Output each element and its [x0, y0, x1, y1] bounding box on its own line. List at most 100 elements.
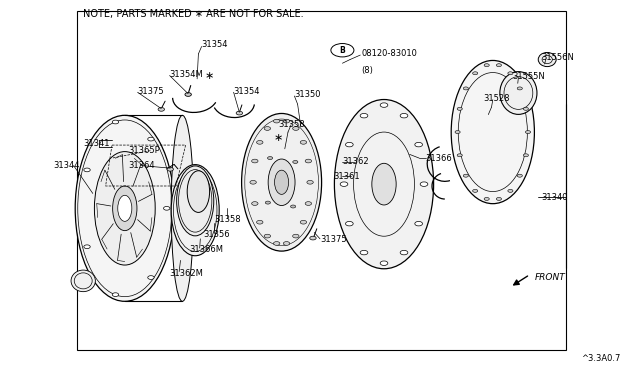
Circle shape	[484, 64, 489, 67]
Ellipse shape	[500, 72, 537, 115]
Circle shape	[252, 159, 258, 163]
Ellipse shape	[275, 170, 289, 195]
Circle shape	[400, 113, 408, 118]
Circle shape	[331, 44, 354, 57]
Ellipse shape	[451, 61, 534, 204]
Text: 31354M: 31354M	[170, 70, 204, 79]
Circle shape	[420, 182, 428, 186]
Ellipse shape	[538, 52, 556, 67]
Circle shape	[300, 141, 307, 144]
Circle shape	[455, 131, 460, 134]
Text: ∗: ∗	[274, 133, 283, 142]
Circle shape	[508, 72, 513, 75]
Ellipse shape	[172, 115, 193, 301]
Circle shape	[484, 198, 489, 201]
Circle shape	[463, 174, 468, 177]
Circle shape	[346, 142, 353, 147]
Ellipse shape	[76, 115, 174, 301]
Text: 31358: 31358	[214, 215, 241, 224]
Text: FRONT: FRONT	[534, 273, 565, 282]
Circle shape	[380, 261, 388, 266]
Circle shape	[457, 154, 462, 157]
Circle shape	[415, 221, 422, 226]
Text: 31366: 31366	[426, 154, 452, 163]
Circle shape	[84, 245, 90, 248]
Text: 31555N: 31555N	[512, 72, 545, 81]
Text: 31340: 31340	[541, 193, 567, 202]
Circle shape	[360, 113, 368, 118]
Circle shape	[292, 234, 299, 238]
Ellipse shape	[177, 166, 214, 236]
Circle shape	[400, 250, 408, 255]
Text: 31344: 31344	[53, 161, 79, 170]
Circle shape	[273, 241, 280, 245]
Circle shape	[305, 202, 312, 205]
Text: 31362: 31362	[342, 157, 369, 166]
Text: 31364: 31364	[128, 161, 155, 170]
Circle shape	[305, 159, 312, 163]
Text: 31365P: 31365P	[128, 146, 160, 155]
Circle shape	[167, 167, 173, 171]
Circle shape	[310, 236, 316, 240]
Ellipse shape	[113, 186, 137, 231]
Circle shape	[273, 119, 280, 123]
Circle shape	[472, 189, 477, 192]
Circle shape	[457, 108, 462, 110]
Text: 31528: 31528	[483, 94, 509, 103]
Circle shape	[84, 168, 90, 172]
Text: ∗: ∗	[205, 71, 214, 81]
Circle shape	[292, 160, 298, 163]
Ellipse shape	[172, 165, 219, 256]
Circle shape	[284, 119, 290, 123]
Text: 31556N: 31556N	[541, 53, 573, 62]
Text: (8): (8)	[362, 66, 374, 75]
Text: 31350: 31350	[294, 90, 321, 99]
Ellipse shape	[372, 163, 396, 205]
Circle shape	[264, 126, 271, 130]
Circle shape	[517, 87, 522, 90]
Circle shape	[164, 206, 170, 210]
Circle shape	[300, 220, 307, 224]
Circle shape	[497, 198, 502, 201]
Text: 31366M: 31366M	[189, 245, 223, 254]
Circle shape	[257, 220, 263, 224]
Circle shape	[340, 182, 348, 186]
Circle shape	[346, 221, 353, 226]
Bar	[77, 11, 566, 350]
Text: 31354: 31354	[202, 40, 228, 49]
Text: 31375: 31375	[138, 87, 164, 96]
Circle shape	[473, 72, 478, 75]
Text: 31358: 31358	[278, 120, 305, 129]
Circle shape	[236, 111, 243, 115]
Circle shape	[380, 103, 388, 108]
Circle shape	[463, 87, 468, 90]
Circle shape	[525, 131, 531, 134]
Text: 31361: 31361	[333, 172, 360, 181]
Circle shape	[257, 141, 263, 144]
Ellipse shape	[95, 152, 156, 265]
Circle shape	[112, 293, 118, 296]
Circle shape	[360, 250, 368, 255]
Circle shape	[158, 108, 164, 111]
Circle shape	[524, 108, 529, 110]
Circle shape	[508, 189, 513, 192]
Ellipse shape	[71, 270, 95, 292]
Circle shape	[517, 174, 522, 177]
Circle shape	[292, 126, 299, 130]
Circle shape	[148, 276, 154, 279]
Ellipse shape	[268, 159, 295, 205]
Ellipse shape	[188, 171, 210, 212]
Circle shape	[291, 205, 296, 208]
Ellipse shape	[334, 99, 434, 269]
Circle shape	[250, 180, 256, 184]
Text: 31375: 31375	[320, 235, 347, 244]
Circle shape	[524, 154, 529, 157]
Circle shape	[268, 157, 273, 160]
Circle shape	[264, 234, 271, 238]
Circle shape	[415, 142, 422, 147]
Text: ^3.3A0.7: ^3.3A0.7	[581, 354, 621, 363]
Circle shape	[284, 241, 290, 245]
Ellipse shape	[118, 195, 132, 221]
Circle shape	[148, 137, 154, 141]
Circle shape	[185, 93, 191, 96]
